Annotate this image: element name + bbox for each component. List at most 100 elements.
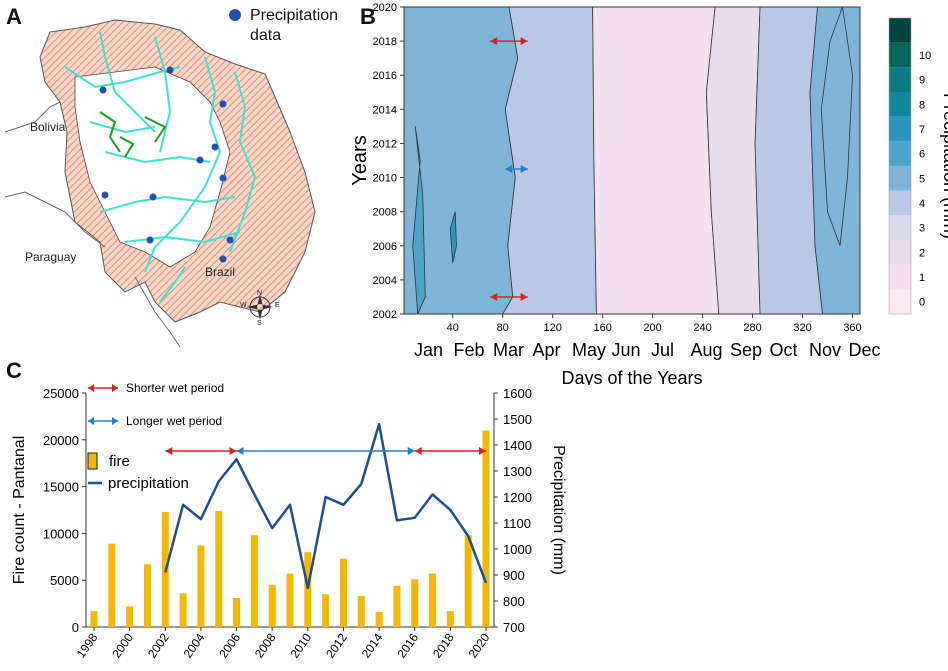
legend-line-1: Precipitation (250, 7, 339, 24)
arrow-head (414, 447, 422, 455)
river-network (64, 31, 257, 303)
month-label: Nov (809, 340, 841, 360)
month-label: Mar (493, 340, 524, 360)
floodplain (74, 66, 231, 268)
fire-bar (126, 606, 134, 627)
x-tick-label: 2020 (466, 630, 493, 660)
x-tick-label: 2010 (287, 630, 314, 660)
arrow-head (520, 37, 528, 46)
x-tick-label: 160 (593, 322, 611, 334)
label-brazil: Brazil (205, 265, 236, 279)
compass-rose (247, 294, 273, 320)
y-tick-label: 2008 (373, 207, 397, 219)
fire-bar (179, 593, 187, 627)
x-tick-label: 2018 (430, 630, 457, 660)
blob-feb (449, 211, 457, 263)
y-tick-label: 25000 (43, 386, 79, 401)
colorbar-swatch (889, 240, 911, 265)
x-tick-label: 2004 (181, 630, 208, 660)
y-tick-label: 10000 (43, 526, 79, 541)
colorbar-swatch (889, 289, 911, 314)
fire-bar (286, 573, 294, 627)
arrow-head (490, 37, 498, 46)
arrow-head (165, 447, 173, 455)
arrow-head (520, 292, 528, 301)
y-tick-label: 5000 (50, 573, 79, 588)
fire-precipitation-chart: 0 5000 10000 15000 20000 25000 700 800 900 1000 11… (11, 381, 567, 661)
colorbar-title: Precipitation (mm) (940, 93, 948, 239)
y2-tick-label: 1200 (503, 490, 532, 505)
x-tick-label: 120 (543, 322, 561, 334)
fire-bar (233, 597, 241, 627)
x-tick-label: 40 (447, 322, 459, 334)
month-label: Sep (730, 340, 762, 360)
x-tick-label: 200 (643, 322, 661, 334)
compass-n: N (257, 290, 263, 297)
fire-bar (446, 611, 454, 627)
x-tick-label: 2006 (216, 630, 243, 660)
y-tick-label: 2020 (373, 2, 397, 14)
colorbar-tick-label: 1 (919, 272, 925, 284)
compass-s: S (257, 320, 262, 327)
zone-dry (592, 6, 720, 315)
precipitation-stations (99, 66, 234, 263)
fire-bar (411, 579, 419, 627)
fire-bar (197, 545, 205, 627)
fire-bar (393, 585, 401, 627)
colorbar-tick-label: 6 (919, 149, 925, 161)
y-tick-label: 0 (72, 620, 79, 635)
y-tick-label: 2010 (373, 173, 397, 185)
fire-bar (215, 510, 223, 627)
colorbar-swatch (889, 67, 911, 92)
precipitation-legend: Precipitation data (250, 6, 338, 46)
arrow-head (407, 447, 415, 455)
month-label: Jan (414, 340, 443, 360)
y-tick-label: 20000 (43, 433, 79, 448)
fire-bar (339, 558, 347, 627)
x-tick-label: 320 (793, 322, 811, 334)
precipitation-contour-chart: 2002200420062008201020122014201620182020… (349, 2, 948, 385)
colorbar-tick-label: 3 (919, 223, 925, 235)
y-tick-label: 2018 (373, 36, 397, 48)
month-label: Oct (770, 340, 798, 360)
y-tick-label: 2002 (373, 309, 397, 321)
colorbar-swatch (889, 92, 911, 117)
panel-c-letter: C (6, 358, 22, 383)
fire-bar (250, 535, 258, 627)
month-label: Apr (533, 340, 561, 360)
colorbar-swatch (889, 264, 911, 290)
panel-b-letter: B (360, 4, 376, 29)
y-tick-label: 2014 (373, 104, 397, 116)
arrow-head (505, 165, 513, 174)
legend-period-label: Shorter wet period (126, 381, 224, 395)
y-axis-title: Fire count - Pantanal (11, 436, 28, 585)
colorbar-tick-label: 10 (919, 50, 931, 62)
arrow-head (520, 165, 528, 174)
month-label: Feb (454, 340, 485, 360)
y2-tick-label: 1500 (503, 412, 532, 427)
blob-nov (820, 6, 853, 246)
y2-axis-title: Precipitation (mm) (550, 445, 567, 575)
x-tick-label: 2014 (359, 630, 386, 660)
x-tick-label: 2008 (252, 630, 279, 660)
fire-bar (268, 584, 276, 627)
x-tick-label: 2000 (109, 630, 136, 660)
green-outline (99, 111, 167, 158)
x-tick-label: 280 (743, 322, 761, 334)
legend-line-2: data (250, 27, 282, 44)
colorbar-tick-label: 5 (919, 173, 925, 185)
colorbar-frame (888, 17, 912, 315)
x-tick-label: 2002 (145, 630, 172, 660)
x-tick-label: 2016 (394, 630, 421, 660)
month-label: Jul (651, 340, 674, 360)
x-axis-title: Days of the Years (561, 368, 702, 385)
fire-bar (375, 612, 383, 627)
fire-bar (482, 430, 490, 627)
country-border (5, 101, 181, 347)
fire-bar (464, 535, 472, 627)
y2-tick-label: 900 (503, 568, 525, 583)
arrow-head (229, 447, 237, 455)
fire-bar (143, 564, 151, 627)
legend-period-label: Longer wet period (126, 414, 222, 428)
y2-tick-label: 800 (503, 594, 525, 609)
